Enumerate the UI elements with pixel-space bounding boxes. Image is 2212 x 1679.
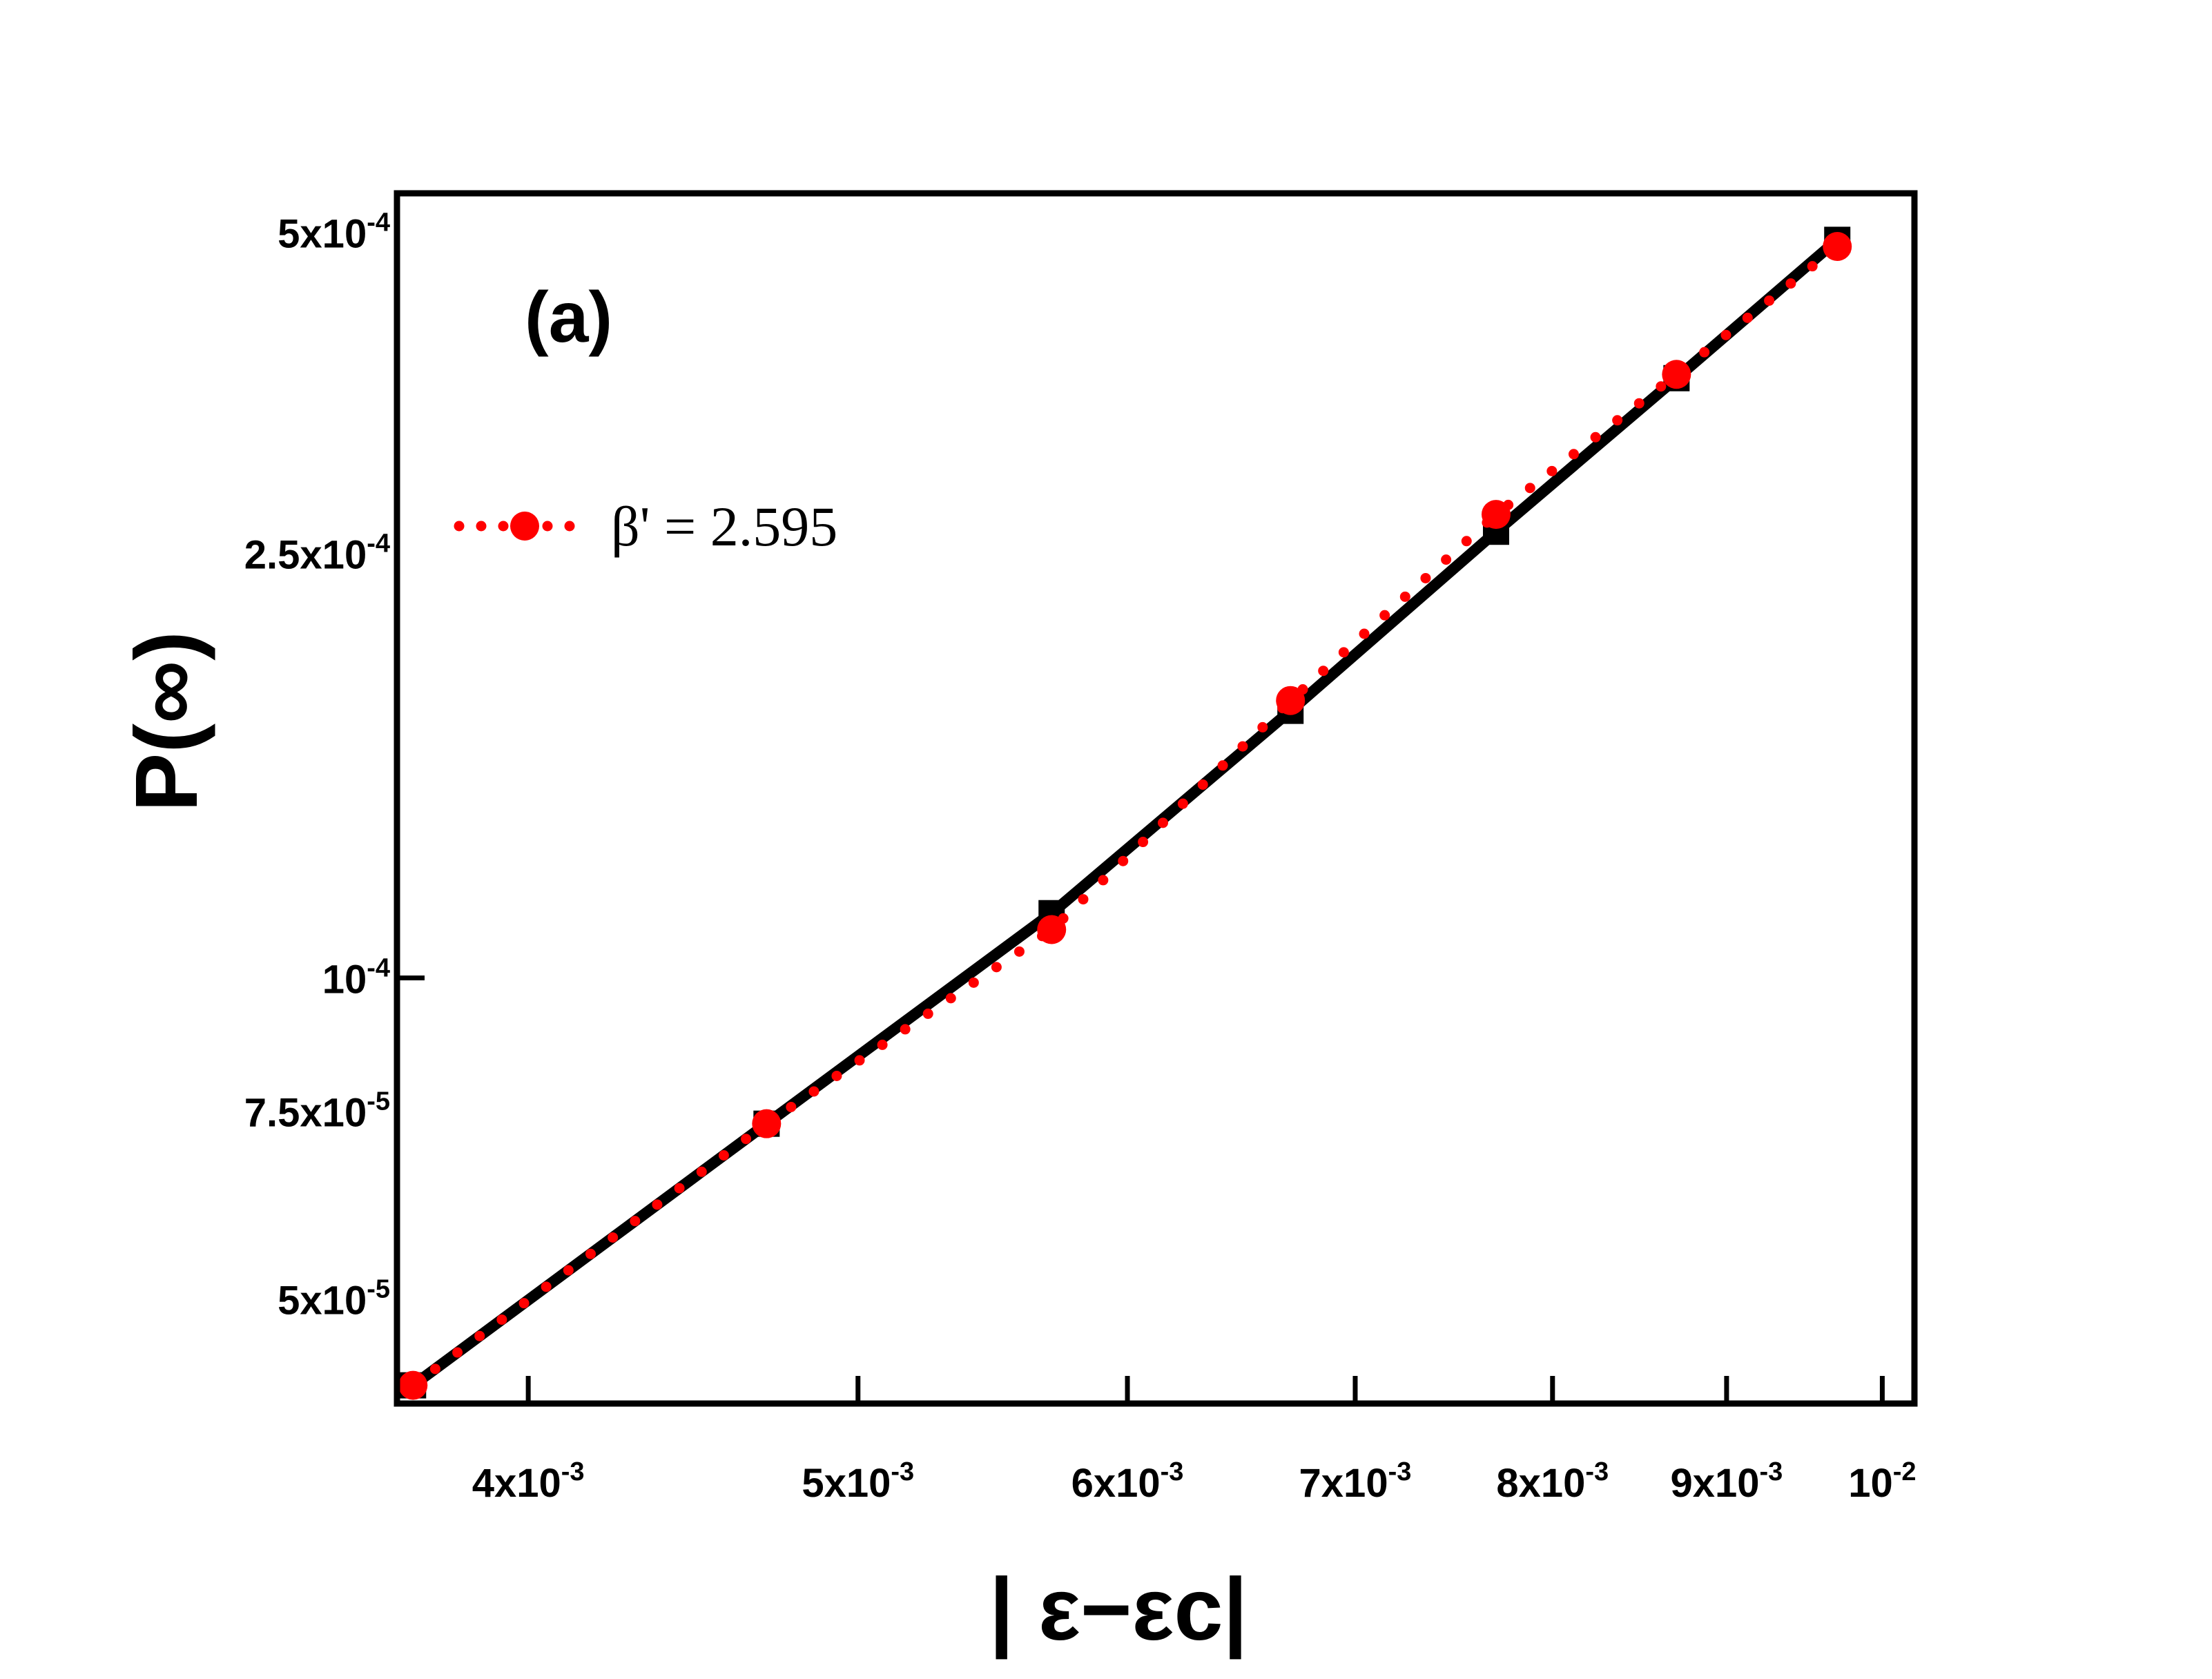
panel-label: (a) [525, 278, 612, 358]
x-tick-label: 10-2 [1848, 1457, 1916, 1506]
y-tick-label: 5x10-4 [278, 208, 390, 257]
x-axis-label: | ε−εc| [989, 1560, 1248, 1660]
y-tick-label: 7.5x10-5 [244, 1087, 390, 1136]
plot-content [398, 226, 1852, 1400]
series-marker-red-circle [398, 1370, 428, 1400]
series-line-black [409, 235, 1841, 1390]
series-marker-red-circle [1662, 360, 1691, 389]
series-marker-red-circle [1481, 500, 1511, 530]
y-axis-label: P(∞) [117, 631, 216, 812]
y-tick-label: 5x10-5 [278, 1275, 390, 1323]
legend-label: β' = 2.595 [611, 495, 837, 558]
plot-frame [394, 190, 1918, 1407]
legend [454, 512, 585, 541]
x-tick-label: 7x10-3 [1299, 1457, 1412, 1506]
y-tick-label: 10-4 [322, 954, 390, 1002]
x-tick-label: 8x10-3 [1496, 1457, 1609, 1506]
series-marker-red-circle [1276, 686, 1306, 715]
x-tick-label: 9x10-3 [1670, 1457, 1783, 1506]
y-tick-label: 2.5x10-4 [244, 530, 390, 578]
series-marker-red-circle [1037, 915, 1067, 944]
x-tick-label: 6x10-3 [1071, 1457, 1184, 1506]
legend-marker-sample [510, 512, 539, 541]
y-axis-ticks: 5x10-5 7.5x10-5 10-4 2.5x10-4 5x10-4 [244, 208, 425, 1323]
series-marker-red-circle [1823, 232, 1852, 262]
x-tick-label: 4x10-3 [472, 1457, 585, 1506]
x-tick-label: 5x10-3 [802, 1457, 914, 1506]
x-axis-ticks: 4x10-3 5x10-3 6x10-3 7x10-3 8x10-3 9x10-3 10-2 [472, 1376, 1917, 1506]
series-marker-red-circle [752, 1109, 782, 1138]
